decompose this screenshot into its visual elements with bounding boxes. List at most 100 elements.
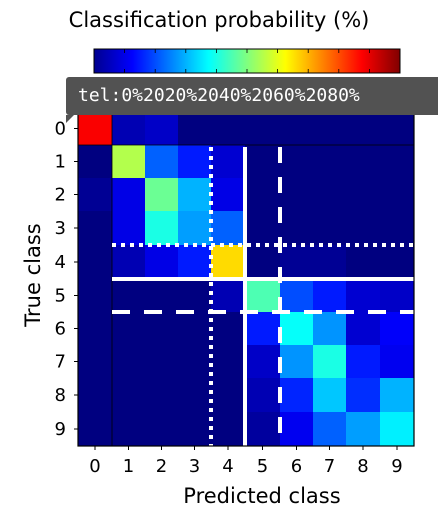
x-tick-label: 4 [222, 456, 233, 477]
heatmap-cell [245, 312, 281, 346]
colorbar [93, 48, 401, 74]
heatmap-cell [346, 378, 381, 413]
heatmap-cell [313, 378, 347, 413]
heatmap-cell [380, 312, 415, 346]
heatmap-cell [280, 211, 314, 246]
heatmap-cell [178, 178, 212, 212]
heatmap-cell [313, 312, 347, 346]
heatmap-cell [211, 211, 246, 246]
heatmap-cell [245, 378, 281, 413]
heatmap-cell [280, 312, 314, 346]
heatmap-cell [346, 145, 381, 179]
heatmap-cell [178, 345, 212, 379]
heatmap-cell [280, 112, 314, 146]
heatmap-cell [380, 145, 415, 179]
y-tick-label: 7 [55, 352, 66, 373]
heatmap-cell [380, 378, 415, 413]
heatmap-cell [112, 412, 146, 447]
x-tick-label: 0 [89, 456, 100, 477]
heatmap-cell [112, 112, 146, 146]
x-tick-label: 7 [324, 456, 335, 477]
heatmap-cell [78, 279, 113, 313]
heatmap-cell [112, 145, 146, 179]
x-tick-labels: 0 1 2 3 4 5 6 7 8 9 [89, 446, 403, 477]
colorbar-title: Classification probability (%) [68, 8, 370, 32]
y-tick-label: 5 [55, 286, 66, 307]
heatmap-cell [145, 245, 179, 280]
heatmap-cell [380, 412, 415, 447]
heatmap-cell [313, 412, 347, 447]
heatmap-cell [313, 345, 347, 379]
heatmap-cell [78, 345, 113, 379]
heatmap-cell [245, 112, 281, 146]
heatmap-cell [145, 312, 179, 346]
heatmap-cell [78, 145, 113, 179]
heatmap-cell [346, 312, 381, 346]
heatmap-cell [313, 112, 347, 146]
heatmap-cell [211, 112, 246, 146]
heatmap-cell [78, 211, 113, 246]
heatmap-cell [280, 412, 314, 447]
heatmap-cell [380, 279, 415, 313]
heatmap-cell [178, 279, 212, 313]
heatmap-cell [78, 412, 113, 447]
y-tick-label: 3 [55, 218, 66, 239]
heatmap-cell [112, 378, 146, 413]
heatmap-cell [313, 145, 347, 179]
heatmap-cell [112, 312, 146, 346]
x-tick-label: 8 [357, 456, 368, 477]
heatmap-cell [313, 211, 347, 246]
heatmap-cell [78, 378, 113, 413]
heatmap-cell [280, 345, 314, 379]
heatmap-cell [178, 145, 212, 179]
y-tick-label: 2 [55, 185, 66, 206]
heatmap-cell [313, 245, 347, 280]
heatmap-cell [211, 245, 246, 280]
heatmap-cell [178, 112, 212, 146]
heatmap-cell [346, 245, 381, 280]
heatmap-cell [346, 279, 381, 313]
heatmap-cell [145, 211, 179, 246]
heatmap-cell [145, 145, 179, 179]
heatmap-cell [211, 378, 246, 413]
x-tick-label: 5 [257, 456, 268, 477]
heatmap-cell [380, 211, 415, 246]
heatmap-cell [346, 412, 381, 447]
heatmap-cell [280, 378, 314, 413]
heatmap-cell [178, 378, 212, 413]
heatmap-cell [280, 178, 314, 212]
heatmap-cell [145, 378, 179, 413]
x-tick-label: 9 [391, 456, 402, 477]
heatmap-cell [380, 245, 415, 280]
tooltip-tail [66, 115, 74, 123]
colorbar-ticks [93, 49, 401, 73]
y-tick-label: 9 [55, 419, 66, 440]
heatmap-cell [178, 245, 212, 280]
heatmap-cell [112, 279, 146, 313]
heatmap-cell [380, 345, 415, 379]
heatmap-cell [211, 345, 246, 379]
y-tick-label: 1 [55, 152, 66, 173]
heatmap-cells [78, 112, 415, 447]
heatmap-cell [145, 412, 179, 447]
x-axis-title: Predicted class [183, 484, 341, 508]
heatmap-cell [346, 178, 381, 212]
heatmap-cell [145, 178, 179, 212]
class-separator-lines [112, 147, 414, 446]
x-tick-label: 6 [291, 456, 302, 477]
heatmap-cell [178, 312, 212, 346]
heatmap-cell [380, 178, 415, 212]
heatmap-cell [78, 312, 113, 346]
heatmap-cell [346, 211, 381, 246]
heatmap-cell [280, 245, 314, 280]
heatmap-cell [112, 178, 146, 212]
heatmap-cell [112, 345, 146, 379]
heatmap-cell [245, 178, 281, 212]
y-axis-title: True class [21, 223, 45, 327]
heatmap-cell [112, 245, 146, 280]
heatmap-cell [245, 211, 281, 246]
heatmap-cell [211, 412, 246, 447]
heatmap-cell [245, 345, 281, 379]
heatmap-cell [245, 279, 281, 313]
